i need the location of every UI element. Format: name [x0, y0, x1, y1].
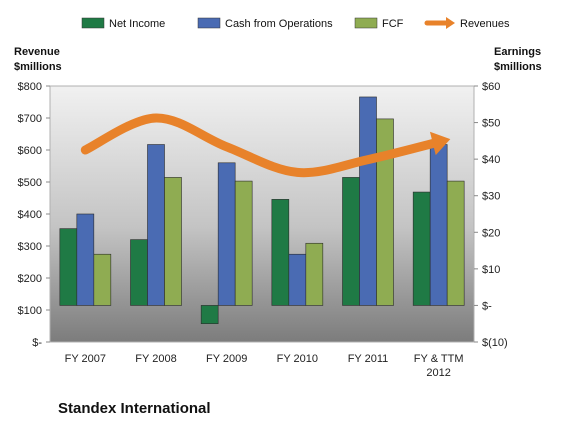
bar-fcf: [93, 253, 112, 306]
bar-cash-from-operations: [217, 162, 236, 306]
bar-net-income: [342, 177, 360, 306]
category-label: FY 2008: [135, 353, 176, 365]
right-tick-label: $-: [482, 300, 492, 312]
bar-cash-from-operations: [288, 253, 307, 306]
bar-net-income: [271, 199, 290, 306]
category-axis: FY 2007 FY 2008 FY 2009 FY 2010 FY 2011 FY & …: [65, 353, 464, 379]
bar-fcf: [164, 177, 182, 306]
right-tick-label: $30: [482, 191, 500, 203]
right-axis: $(10) $- $10 $20 $30 $40 $50 $60: [474, 81, 508, 349]
category-label: FY 2010: [277, 353, 318, 365]
left-tick-label: $300: [18, 241, 42, 253]
legend-swatch: [197, 17, 221, 29]
left-tick-label: $700: [18, 113, 42, 125]
legend-label: FCF: [382, 18, 404, 30]
category-label: FY & TTM: [414, 353, 464, 365]
bar-fcf: [376, 118, 394, 306]
left-axis: $- $100 $200 $300 $400 $500 $600 $700 $800: [18, 81, 50, 349]
left-tick-label: $600: [18, 145, 42, 157]
right-tick-label: $(10): [482, 337, 508, 349]
right-axis-title-line1: Earnings: [494, 46, 541, 58]
bar-fcf: [305, 242, 324, 306]
bar-fcf: [446, 180, 465, 306]
legend-swatch: [81, 17, 105, 29]
left-axis-title-line2: $millions: [14, 61, 62, 73]
left-tick-label: $-: [32, 337, 42, 349]
bar-cash-from-operations: [147, 144, 165, 306]
revenue-line: [80, 113, 444, 178]
bar-cash-from-operations: [429, 144, 448, 306]
category-label: FY 2011: [348, 353, 389, 365]
right-tick-label: $60: [482, 81, 500, 93]
left-tick-label: $500: [18, 177, 42, 189]
left-tick-label: $200: [18, 273, 42, 285]
bar-net-income: [200, 305, 219, 325]
left-tick-label: $800: [18, 81, 42, 93]
legend-label: Revenues: [460, 18, 510, 30]
right-tick-label: $40: [482, 154, 500, 166]
bar-fcf: [234, 180, 253, 306]
bar-net-income: [59, 228, 78, 306]
bar-net-income: [130, 239, 148, 306]
legend-label: Cash from Operations: [225, 18, 333, 30]
legend: Net Income Cash from Operations FCF Revenue…: [81, 17, 510, 30]
legend-swatch: [354, 17, 378, 29]
right-tick-label: $10: [482, 264, 500, 276]
category-label: FY 2007: [65, 353, 106, 365]
revenue-arrowhead: [429, 131, 451, 156]
right-axis-title-line2: $millions: [494, 61, 542, 73]
chart-title: Standex International: [58, 400, 211, 417]
left-tick-label: $400: [18, 209, 42, 221]
bar-marks: [59, 96, 465, 325]
left-axis-title-line1: Revenue: [14, 46, 60, 58]
right-tick-label: $50: [482, 118, 500, 130]
revenue-series: [80, 113, 451, 178]
category-label: FY 2009: [206, 353, 247, 365]
legend-arrowhead: [446, 17, 455, 29]
bar-cash-from-operations: [359, 96, 377, 306]
left-tick-label: $100: [18, 305, 42, 317]
bar-net-income: [412, 191, 431, 306]
right-tick-label: $20: [482, 227, 500, 239]
plot-area: [49, 85, 475, 343]
legend-label: Net Income: [109, 18, 165, 30]
bar-cash-from-operations: [76, 213, 95, 306]
category-label: 2012: [426, 367, 450, 379]
